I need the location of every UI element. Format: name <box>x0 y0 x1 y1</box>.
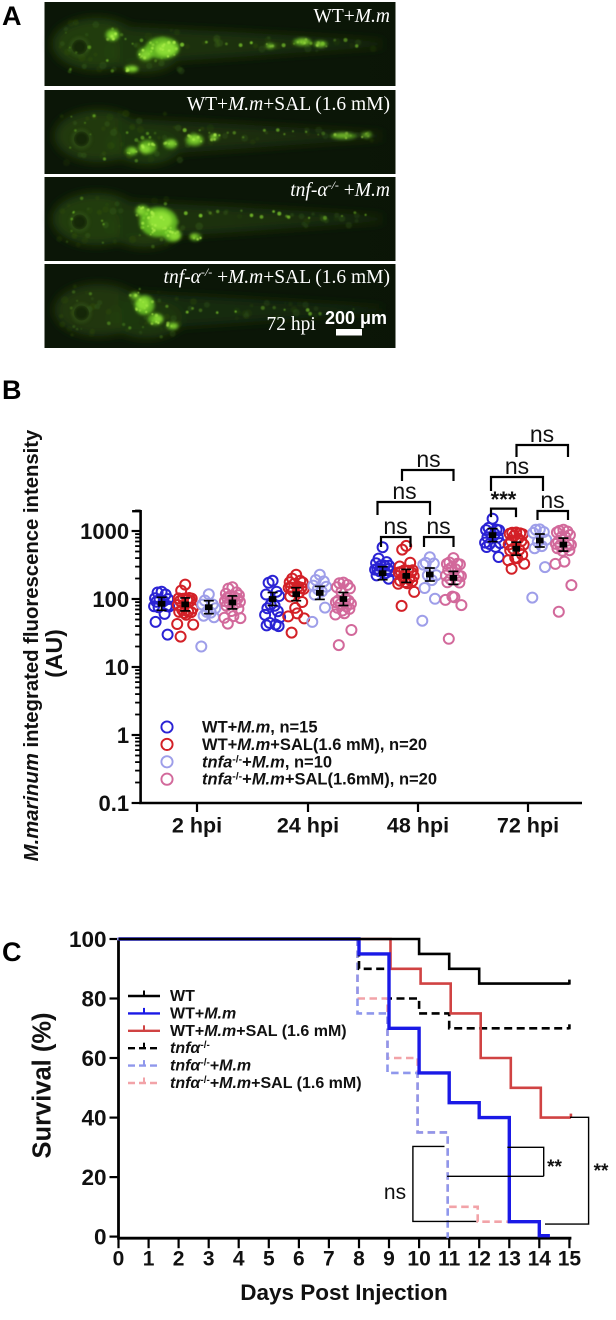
svg-text:tnfα-/-+M.m+SAL (1.6 mM): tnfα-/-+M.m+SAL (1.6 mM) <box>170 1075 362 1092</box>
svg-text:**: ** <box>594 1161 609 1182</box>
svg-text:3: 3 <box>203 1248 215 1271</box>
svg-text:tnf-α-/- +M.m+SAL (1.6 mM): tnf-α-/- +M.m+SAL (1.6 mM) <box>164 265 390 288</box>
svg-text:tnfa-/-+M.m+SAL(1.6mM), n=20: tnfa-/-+M.m+SAL(1.6mM), n=20 <box>202 771 437 789</box>
svg-text:15: 15 <box>558 1248 582 1271</box>
svg-text:WT: WT <box>170 988 195 1005</box>
svg-text:WT+M.m+SAL (1.6 mM): WT+M.m+SAL (1.6 mM) <box>187 94 390 115</box>
svg-text:tnf-α-/- +M.m: tnf-α-/- +M.m <box>290 178 390 201</box>
svg-text:tnfα-/-+M.m: tnfα-/-+M.m <box>170 1058 251 1075</box>
svg-text:0: 0 <box>113 1248 125 1271</box>
svg-text:1: 1 <box>143 1248 155 1271</box>
svg-text:M.marinum integrated fluoresce: M.marinum integrated fluorescence intens… <box>21 429 43 861</box>
svg-text:ns: ns <box>392 478 416 504</box>
svg-text:7: 7 <box>323 1248 335 1271</box>
svg-text:6: 6 <box>293 1248 305 1271</box>
svg-text:B: B <box>2 375 22 405</box>
svg-text:24 hpi: 24 hpi <box>277 814 339 838</box>
svg-text:20: 20 <box>81 1165 106 1190</box>
svg-text:Days Post Injection: Days Post Injection <box>240 1280 448 1305</box>
svg-text:2 hpi: 2 hpi <box>172 814 222 838</box>
svg-text:WT+M.m, n=15: WT+M.m, n=15 <box>202 719 318 737</box>
svg-text:WT+M.m+SAL(1.6 mM), n=20: WT+M.m+SAL(1.6 mM), n=20 <box>202 736 427 754</box>
svg-text:ns: ns <box>540 487 564 513</box>
svg-text:WT+M.m: WT+M.m <box>170 1005 236 1022</box>
svg-text:0: 0 <box>94 1225 107 1250</box>
svg-text:***: *** <box>491 487 517 512</box>
svg-text:9: 9 <box>383 1248 395 1271</box>
svg-text:ns: ns <box>383 513 407 539</box>
svg-text:ns: ns <box>530 421 554 447</box>
svg-text:ns: ns <box>426 513 450 539</box>
svg-text:10: 10 <box>407 1248 430 1271</box>
svg-text:4: 4 <box>233 1248 245 1271</box>
svg-text:1000: 1000 <box>80 519 129 544</box>
svg-text:**: ** <box>547 1157 562 1178</box>
svg-text:48 hpi: 48 hpi <box>387 814 449 838</box>
svg-text:14: 14 <box>528 1248 552 1271</box>
svg-text:1: 1 <box>117 723 129 748</box>
svg-text:tnfa-/-+M.m, n=10: tnfa-/-+M.m, n=10 <box>202 753 332 771</box>
svg-text:40: 40 <box>81 1106 106 1131</box>
svg-text:(AU): (AU) <box>41 629 67 678</box>
svg-text:WT+M.m+SAL (1.6 mM): WT+M.m+SAL (1.6 mM) <box>170 1023 347 1040</box>
svg-text:13: 13 <box>498 1248 521 1271</box>
svg-text:10: 10 <box>105 655 129 680</box>
svg-text:5: 5 <box>263 1248 275 1271</box>
svg-text:tnfα-/-: tnfα-/- <box>170 1040 210 1057</box>
svg-text:0.1: 0.1 <box>99 791 130 816</box>
svg-text:200 μm: 200 μm <box>325 308 387 328</box>
svg-text:72 hpi: 72 hpi <box>497 814 559 838</box>
svg-text:100: 100 <box>69 927 107 952</box>
svg-text:12: 12 <box>468 1248 491 1271</box>
svg-text:A: A <box>2 1 22 31</box>
svg-text:Survival (%): Survival (%) <box>29 1013 57 1159</box>
svg-text:C: C <box>2 937 22 967</box>
svg-text:11: 11 <box>438 1248 461 1271</box>
svg-text:ns: ns <box>505 453 529 479</box>
svg-text:8: 8 <box>353 1248 365 1271</box>
svg-text:72 hpi: 72 hpi <box>267 314 317 335</box>
svg-text:60: 60 <box>81 1046 106 1071</box>
svg-text:WT+M.m: WT+M.m <box>313 6 390 27</box>
svg-text:2: 2 <box>173 1248 185 1271</box>
svg-text:100: 100 <box>92 587 129 612</box>
svg-text:80: 80 <box>81 987 106 1012</box>
svg-text:ns: ns <box>416 446 440 472</box>
svg-text:ns: ns <box>384 1181 406 1204</box>
